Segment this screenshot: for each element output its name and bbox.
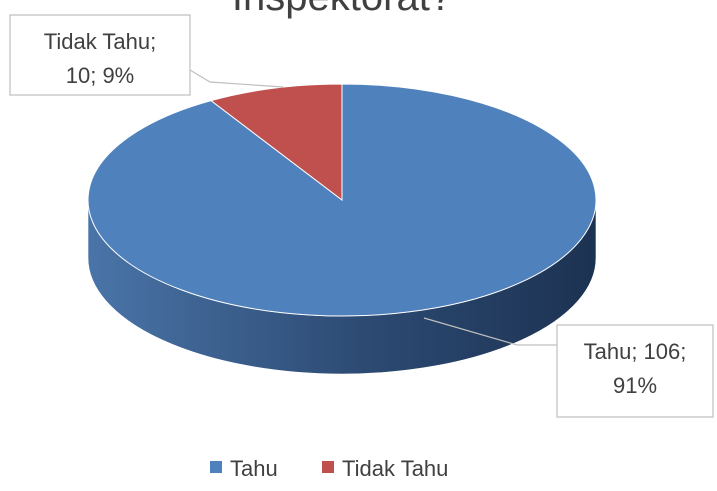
data-label-box — [556, 324, 714, 418]
data-label: Tahu; 106; — [584, 339, 687, 364]
leader-line — [189, 69, 284, 88]
leader-line — [423, 317, 557, 346]
legend-swatch — [210, 461, 222, 473]
legend-swatch — [322, 461, 334, 473]
data-label: Tidak Tahu; — [44, 29, 157, 54]
data-label-box — [9, 14, 191, 96]
data-label: 91% — [613, 373, 657, 398]
legend-label: Tahu — [230, 456, 278, 481]
chart-title: Inspektorat? — [232, 0, 452, 19]
data-label: 10; 9% — [66, 63, 135, 88]
pie-slice — [209, 83, 343, 202]
legend-label: Tidak Tahu — [342, 456, 448, 481]
